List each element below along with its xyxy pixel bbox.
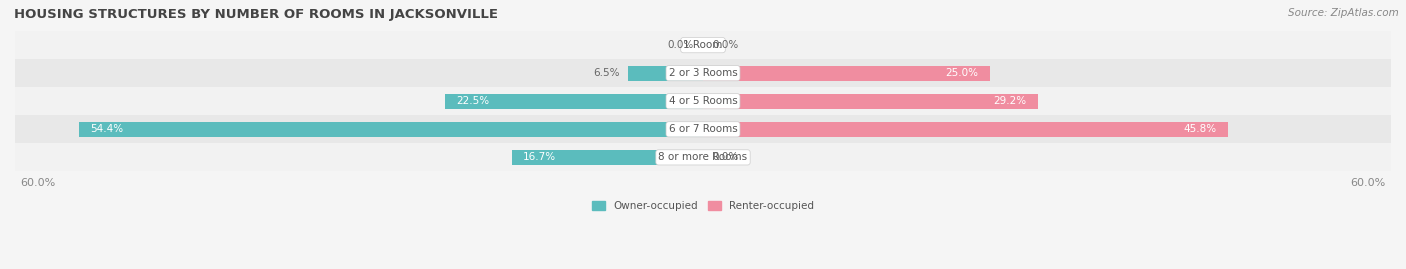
Bar — [512, 150, 703, 165]
Legend: Owner-occupied, Renter-occupied: Owner-occupied, Renter-occupied — [592, 201, 814, 211]
Bar — [628, 66, 703, 80]
Text: 60.0%: 60.0% — [21, 178, 56, 188]
Text: 54.4%: 54.4% — [90, 124, 124, 134]
Bar — [15, 143, 1391, 171]
Text: 6.5%: 6.5% — [593, 68, 619, 78]
Text: 16.7%: 16.7% — [523, 152, 557, 162]
Bar — [15, 31, 1391, 59]
Bar — [15, 59, 1391, 87]
Bar — [15, 115, 1391, 143]
Bar — [79, 122, 703, 137]
Text: 25.0%: 25.0% — [945, 68, 979, 78]
Text: 29.2%: 29.2% — [993, 96, 1026, 106]
Bar — [703, 94, 1038, 109]
Text: 0.0%: 0.0% — [713, 152, 738, 162]
Text: 4 or 5 Rooms: 4 or 5 Rooms — [669, 96, 737, 106]
Bar — [446, 94, 703, 109]
Text: 0.0%: 0.0% — [668, 40, 693, 50]
Text: 6 or 7 Rooms: 6 or 7 Rooms — [669, 124, 737, 134]
Text: HOUSING STRUCTURES BY NUMBER OF ROOMS IN JACKSONVILLE: HOUSING STRUCTURES BY NUMBER OF ROOMS IN… — [14, 8, 498, 21]
Text: Source: ZipAtlas.com: Source: ZipAtlas.com — [1288, 8, 1399, 18]
Text: 2 or 3 Rooms: 2 or 3 Rooms — [669, 68, 737, 78]
Text: 1 Room: 1 Room — [683, 40, 723, 50]
Text: 22.5%: 22.5% — [457, 96, 489, 106]
Text: 60.0%: 60.0% — [1350, 178, 1385, 188]
Bar — [15, 87, 1391, 115]
Bar — [703, 66, 990, 80]
Text: 45.8%: 45.8% — [1184, 124, 1216, 134]
Text: 8 or more Rooms: 8 or more Rooms — [658, 152, 748, 162]
Text: 0.0%: 0.0% — [713, 40, 738, 50]
Bar — [703, 122, 1229, 137]
